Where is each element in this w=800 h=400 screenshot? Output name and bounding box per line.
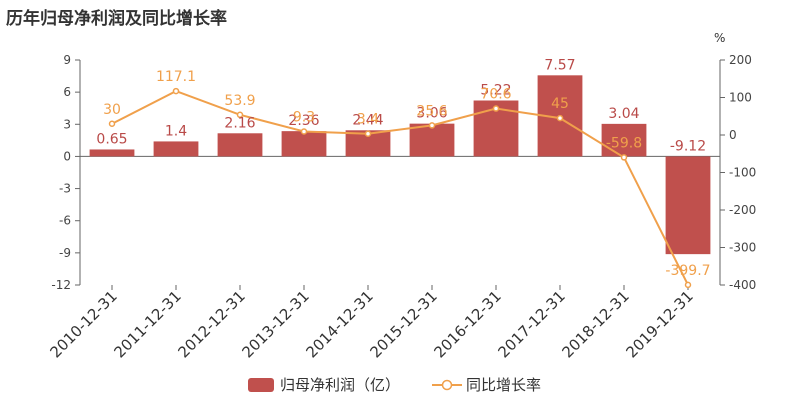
y-right-tick-label: -100 [729,166,756,180]
line-value-label: 70.6 [480,87,511,103]
y-left-tick-label: -6 [59,214,71,228]
y-left-tick-label: 9 [63,53,71,67]
bar-value-label: 7.57 [544,57,575,73]
y-left-tick-label: -9 [59,246,71,260]
bar-value-label: 2.44 [352,112,383,128]
line-point [684,281,692,289]
y-right-tick-label: 100 [729,91,752,105]
y-right-tick-label: 200 [729,53,752,67]
bar-value-label: 1.4 [165,123,187,139]
line-value-label: 117.1 [156,69,196,85]
bar [217,133,263,157]
y-left-tick-label: -3 [59,182,71,196]
bar-value-label: 2.16 [224,115,255,131]
y-right-tick-label: -300 [729,241,756,255]
legend: 归母净利润（亿） 同比增长率 [0,374,800,396]
growth-line [111,89,689,286]
legend-line-swatch [432,379,462,390]
line-group [108,87,692,289]
line-point [172,87,180,95]
y-right-tick-label: -200 [729,203,756,217]
y-left-tick-label: 6 [63,85,71,99]
y-right-unit: % [714,31,725,45]
line-point [236,111,244,119]
bar-value-label: -9.12 [670,138,706,154]
line-value-label: 25.6 [416,103,447,119]
bar-value-label: 3.06 [416,106,447,122]
y-left-tick-label: 3 [63,117,71,131]
x-tick-label: 2017-12-31 [494,287,568,361]
line-value-label: 3.4 [357,112,379,128]
bar-value-label: 0.65 [96,131,127,147]
y-right-tick-label: -400 [729,278,756,292]
line-value-label: -59.8 [606,135,642,151]
line-value-label: 9.3 [293,110,315,126]
y-right-tick-label: 0 [729,128,737,142]
line-value-label: 30 [103,102,121,118]
y-left-tick-label: -12 [51,278,71,292]
legend-item-line[interactable]: 同比增长率 [432,374,541,395]
x-tick-label: 2014-12-31 [302,287,376,361]
line-point [300,128,308,135]
bar [601,123,647,157]
legend-item-bar[interactable]: 归母净利润（亿） [248,374,400,395]
bar [89,149,135,157]
line-value-label: -399.7 [665,263,710,279]
bar-value-label: 3.04 [608,106,639,122]
line-value-label: 45 [551,96,569,112]
line-point [108,120,116,127]
axes-group: 9630-3-6-9-122001000-100-200-300-400%201… [46,31,756,361]
x-tick-label: 2015-12-31 [366,287,440,361]
line-point [492,105,500,112]
x-tick-label: 2010-12-31 [46,287,120,361]
bar [281,131,327,157]
x-tick-label: 2012-12-31 [174,287,248,361]
line-point [620,154,628,161]
line-point [556,114,564,122]
y-left-tick-label: 0 [63,149,71,163]
chart-title: 历年归母净利润及同比增长率 [6,9,227,29]
x-tick-label: 2018-12-31 [558,287,632,361]
labels-group: 0.65 1.4 2.16 2.36 2.44 3.06 5.22 7.57 3.04 -9.12… [96,57,710,279]
legend-line-label: 同比增长率 [466,376,542,394]
bar [153,141,199,157]
x-tick-label: 2013-12-31 [238,287,312,361]
line-value-label: 53.9 [224,93,255,109]
bars-group [89,75,711,255]
line-point [428,122,436,129]
bar-value-label: 2.36 [288,113,319,129]
bar [665,156,711,255]
x-tick-label: 2011-12-31 [110,287,184,361]
bar-value-label: 5.22 [480,83,511,99]
x-tick-label: 2016-12-31 [430,287,504,361]
legend-bar-swatch [248,377,274,392]
line-point [364,130,372,137]
x-tick-label: 2019-12-31 [622,287,696,361]
legend-bar-label: 归母净利润（亿） [280,376,401,394]
bar [409,123,455,157]
